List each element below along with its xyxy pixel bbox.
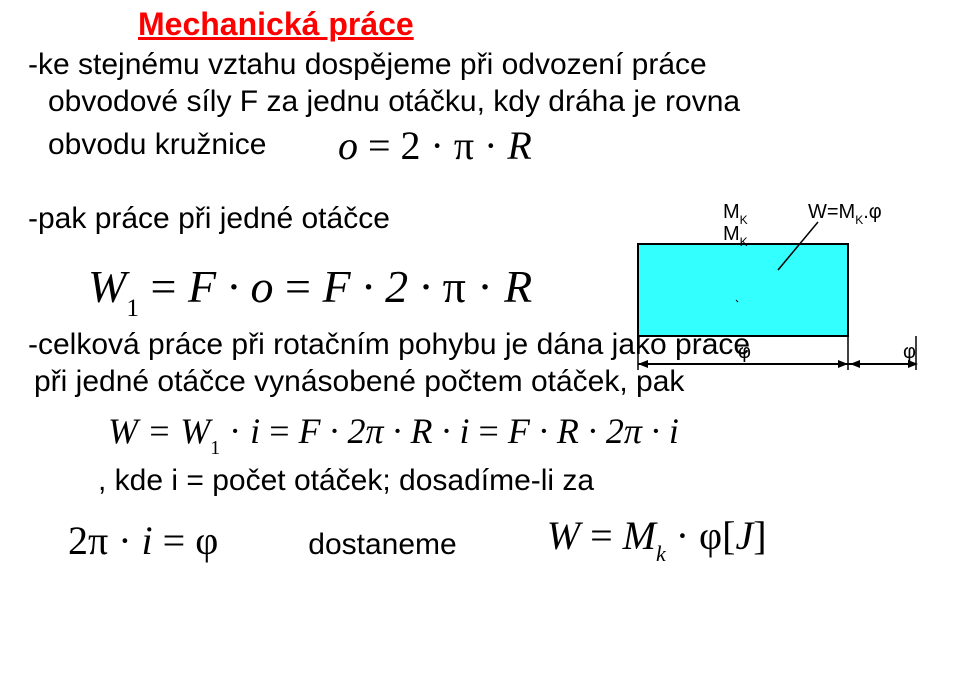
var-R-1: R xyxy=(507,123,531,168)
dim-label-phi-2: φ xyxy=(903,341,916,363)
fw-eq1: = xyxy=(269,411,298,451)
formula-2pi: 2π · i = φ xyxy=(68,517,218,564)
formula-circumference: o = 2 · π · R xyxy=(338,122,532,169)
ff-rbr: ] xyxy=(753,513,766,558)
f-w1-eq: = xyxy=(150,261,187,312)
formula-w-total: W = W1 · i = F · 2π · R · i = F · R · 2π… xyxy=(108,410,932,457)
row-circumference: obvodu kružnice o = 2 · π · R xyxy=(28,122,932,169)
bottom-word: dostaneme xyxy=(308,527,456,564)
fw-WW: W = W xyxy=(108,411,210,451)
text-line-2: obvodové síly F za jednu otáčku, kdy drá… xyxy=(48,84,932,121)
work-area-rect xyxy=(638,244,848,336)
label-w-formula: W=MK.φ xyxy=(808,201,882,227)
fw-sub1: 1 xyxy=(210,437,220,459)
arrowhead-r1 xyxy=(838,360,848,368)
ff-lbr: [ xyxy=(722,513,735,558)
ff-dot: · xyxy=(676,513,699,558)
arrowhead-l2 xyxy=(850,360,860,368)
f-w1-sub1: 1 xyxy=(126,294,139,322)
dot-1: · xyxy=(474,123,507,168)
f-w1-W: W xyxy=(88,261,126,312)
fw-end: F · R · 2π · i xyxy=(508,411,679,451)
text-line-3: obvodu kružnice xyxy=(48,127,308,164)
dim-label-phi-1: φ xyxy=(738,341,751,363)
ff-M: M xyxy=(623,513,656,558)
formula-final: W = Mk · φ[J] xyxy=(547,512,767,564)
f2pi-phi: φ xyxy=(195,518,218,563)
ff-phi: φ xyxy=(699,513,722,558)
f-w1-R: R xyxy=(504,261,532,312)
work-diagram: MK MK W=MK.φ φ φ xyxy=(618,200,918,386)
f-w1-dot: · xyxy=(466,261,504,312)
ff-W: W xyxy=(547,513,580,558)
bottom-row: 2π · i = φ dostaneme W = Mk · φ[J] xyxy=(68,512,932,564)
f-w1-eq2: = xyxy=(285,261,322,312)
ff-k: k xyxy=(656,541,666,566)
f2pi-i: i xyxy=(142,518,153,563)
f-w1-pi: π xyxy=(443,261,466,312)
text-line-1: -ke stejnému vztahu dospějeme při odvoze… xyxy=(28,47,932,84)
pi-1: π xyxy=(454,123,474,168)
var-o: o xyxy=(338,123,358,168)
text-line-7: , kde i = počet otáček; dosadíme-li za xyxy=(98,463,932,500)
fw-i1: i xyxy=(250,411,260,451)
fw-dot1: · xyxy=(229,411,250,451)
physics-slide: Mechanická práce -ke stejnému vztahu dos… xyxy=(0,0,960,696)
arrowhead-l1 xyxy=(638,360,648,368)
f-w1-F2: F · 2 · xyxy=(323,261,443,312)
fw-mid: F · 2π · R · i xyxy=(299,411,470,451)
fw-eq2: = xyxy=(479,411,508,451)
ff-eq: = xyxy=(590,513,623,558)
ff-J: J xyxy=(735,513,753,558)
f2pi-eq: = xyxy=(163,518,196,563)
f2pi-2pi: 2π · xyxy=(68,518,142,563)
main-title: Mechanická práce xyxy=(138,6,932,43)
eq-2dot: = 2 · xyxy=(358,123,454,168)
f-w1-Fo: F · o xyxy=(188,261,274,312)
